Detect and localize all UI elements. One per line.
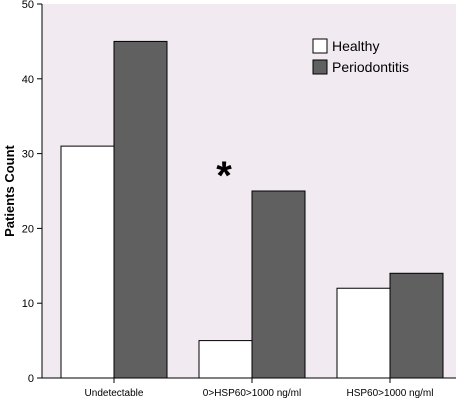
y-tick-label: 20 (22, 223, 34, 235)
bar-healthy-0 (60, 145, 115, 379)
legend-swatch-healthy (312, 38, 328, 54)
y-tick-label: 0 (28, 373, 34, 385)
legend-swatch-periodontitis (312, 59, 328, 75)
bar-periodontitis-2 (389, 272, 444, 379)
legend-label-healthy: Healthy (332, 38, 379, 54)
legend-label-periodontitis: Periodontitis (332, 59, 409, 75)
bar-healthy-2 (336, 287, 391, 379)
bar-periodontitis-1 (251, 190, 306, 379)
x-category-label: Undetectable (85, 388, 144, 399)
bar-healthy-1 (198, 340, 253, 379)
y-tick-label: 10 (22, 298, 34, 310)
y-tick-label: 30 (22, 149, 34, 161)
y-tick-label: 40 (22, 74, 34, 86)
x-category-label: HSP60>1000 ng/ml (346, 388, 433, 399)
significance-asterisk: * (216, 154, 232, 198)
y-tick-label: 50 (22, 0, 34, 11)
y-axis-title: Patients Count (2, 144, 17, 236)
bar-periodontitis-0 (113, 40, 168, 379)
x-category-label: 0>HSP60>1000 ng/ml (203, 388, 301, 399)
